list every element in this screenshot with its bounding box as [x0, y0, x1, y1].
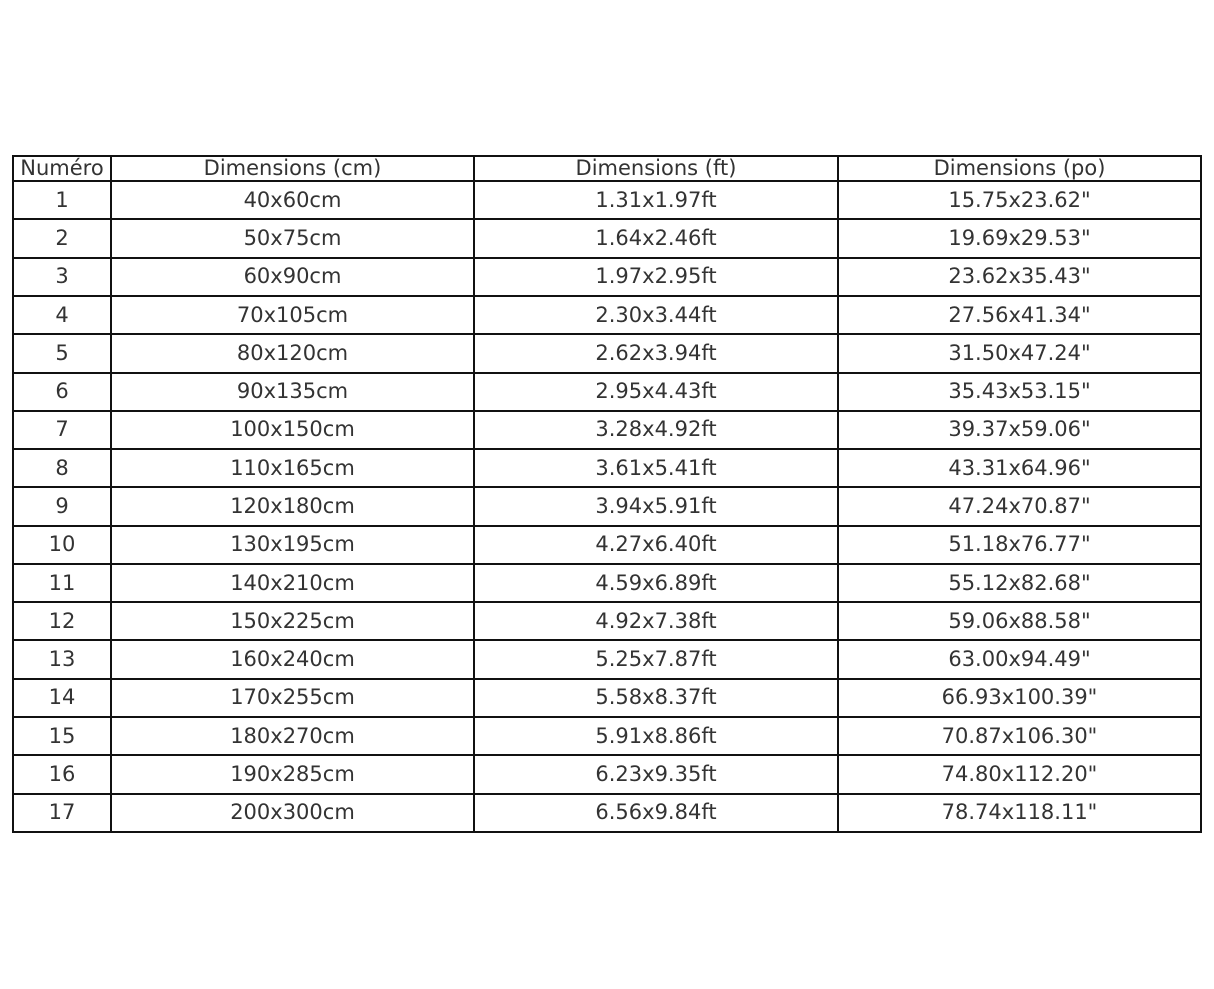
table-row: 14 170x255cm 5.58x8.37ft 66.93x100.39": [12, 677, 1202, 719]
table-row: 4 70x105cm 2.30x3.44ft 27.56x41.34": [12, 294, 1202, 336]
table-row: 1 40x60cm 1.31x1.97ft 15.75x23.62": [12, 180, 1202, 221]
table-cell: 6: [12, 371, 112, 412]
table-row: 16 190x285cm 6.23x9.35ft 74.80x112.20": [12, 754, 1202, 795]
table-row: 6 90x135cm 2.95x4.43ft 35.43x53.15": [12, 371, 1202, 412]
table-cell: 180x270cm: [110, 716, 475, 757]
table-cell: 80x120cm: [110, 333, 475, 374]
header-dimensions-po: Dimensions (po): [837, 154, 1202, 183]
table-cell: 70.87x106.30": [837, 716, 1202, 757]
table-cell: 27.56x41.34": [837, 294, 1202, 336]
table-cell: 43.31x64.96": [837, 448, 1202, 489]
table-cell: 50x75cm: [110, 218, 475, 259]
table-row: 3 60x90cm 1.97x2.95ft 23.62x35.43": [12, 256, 1202, 297]
header-dimensions-ft: Dimensions (ft): [473, 154, 839, 183]
table-body: 1 40x60cm 1.31x1.97ft 15.75x23.62" 2 50x75cm 1…: [12, 180, 1202, 834]
table-row: 11 140x210cm 4.59x6.89ft 55.12x82.68": [12, 562, 1202, 604]
table-row: 15 180x270cm 5.91x8.86ft 70.87x106.30": [12, 716, 1202, 757]
table-cell: 13: [12, 639, 112, 680]
table-cell: 3.28x4.92ft: [473, 409, 839, 451]
table-cell: 60x90cm: [110, 256, 475, 297]
table-cell: 100x150cm: [110, 409, 475, 451]
table-row: 12 150x225cm 4.92x7.38ft 59.06x88.58": [12, 601, 1202, 642]
table-cell: 2: [12, 218, 112, 259]
table-cell: 200x300cm: [110, 792, 475, 834]
table-cell: 7: [12, 409, 112, 451]
table-row: 2 50x75cm 1.64x2.46ft 19.69x29.53": [12, 218, 1202, 259]
table-cell: 190x285cm: [110, 754, 475, 795]
table-cell: 47.24x70.87": [837, 486, 1202, 527]
table-cell: 78.74x118.11": [837, 792, 1202, 834]
table-cell: 35.43x53.15": [837, 371, 1202, 412]
table-cell: 170x255cm: [110, 677, 475, 719]
table-cell: 10: [12, 524, 112, 565]
table-row: 17 200x300cm 6.56x9.84ft 78.74x118.11": [12, 792, 1202, 834]
table-cell: 59.06x88.58": [837, 601, 1202, 642]
table-cell: 110x165cm: [110, 448, 475, 489]
table-cell: 160x240cm: [110, 639, 475, 680]
table-row: 7 100x150cm 3.28x4.92ft 39.37x59.06": [12, 409, 1202, 451]
table-cell: 3.94x5.91ft: [473, 486, 839, 527]
table-row: 9 120x180cm 3.94x5.91ft 47.24x70.87": [12, 486, 1202, 527]
table-cell: 5.58x8.37ft: [473, 677, 839, 719]
table-cell: 2.62x3.94ft: [473, 333, 839, 374]
table-cell: 1.64x2.46ft: [473, 218, 839, 259]
table-cell: 5.25x7.87ft: [473, 639, 839, 680]
table-cell: 74.80x112.20": [837, 754, 1202, 795]
table-cell: 130x195cm: [110, 524, 475, 565]
table-cell: 3.61x5.41ft: [473, 448, 839, 489]
table-cell: 6.23x9.35ft: [473, 754, 839, 795]
table-row: 13 160x240cm 5.25x7.87ft 63.00x94.49": [12, 639, 1202, 680]
header-numero: Numéro: [12, 154, 112, 183]
table-cell: 5: [12, 333, 112, 374]
table-cell: 1: [12, 180, 112, 221]
table-cell: 4.92x7.38ft: [473, 601, 839, 642]
table-cell: 2.30x3.44ft: [473, 294, 839, 336]
table-cell: 11: [12, 562, 112, 604]
table-cell: 39.37x59.06": [837, 409, 1202, 451]
table-cell: 4.59x6.89ft: [473, 562, 839, 604]
table-cell: 150x225cm: [110, 601, 475, 642]
table-cell: 17: [12, 792, 112, 834]
header-row: Numéro Dimensions (cm) Dimensions (ft) D…: [12, 154, 1202, 183]
table-cell: 15: [12, 716, 112, 757]
table-cell: 23.62x35.43": [837, 256, 1202, 297]
header-dimensions-cm: Dimensions (cm): [110, 154, 475, 183]
table-cell: 1.97x2.95ft: [473, 256, 839, 297]
table-cell: 31.50x47.24": [837, 333, 1202, 374]
table-cell: 5.91x8.86ft: [473, 716, 839, 757]
table-cell: 90x135cm: [110, 371, 475, 412]
table-cell: 55.12x82.68": [837, 562, 1202, 604]
table-cell: 19.69x29.53": [837, 218, 1202, 259]
table-cell: 140x210cm: [110, 562, 475, 604]
table-cell: 15.75x23.62": [837, 180, 1202, 221]
table-cell: 8: [12, 448, 112, 489]
table-row: 5 80x120cm 2.62x3.94ft 31.50x47.24": [12, 333, 1202, 374]
table-cell: 40x60cm: [110, 180, 475, 221]
table-cell: 16: [12, 754, 112, 795]
table-cell: 63.00x94.49": [837, 639, 1202, 680]
table-cell: 51.18x76.77": [837, 524, 1202, 565]
table-cell: 1.31x1.97ft: [473, 180, 839, 221]
table-cell: 70x105cm: [110, 294, 475, 336]
table-cell: 120x180cm: [110, 486, 475, 527]
table-cell: 12: [12, 601, 112, 642]
table-cell: 4.27x6.40ft: [473, 524, 839, 565]
table-cell: 3: [12, 256, 112, 297]
table-cell: 14: [12, 677, 112, 719]
table-row: 10 130x195cm 4.27x6.40ft 51.18x76.77": [12, 524, 1202, 565]
table-row: 8 110x165cm 3.61x5.41ft 43.31x64.96": [12, 448, 1202, 489]
table-cell: 6.56x9.84ft: [473, 792, 839, 834]
table-cell: 4: [12, 294, 112, 336]
size-conversion-table: Numéro Dimensions (cm) Dimensions (ft) D…: [12, 154, 1202, 834]
table-cell: 9: [12, 486, 112, 527]
table-cell: 2.95x4.43ft: [473, 371, 839, 412]
table-cell: 66.93x100.39": [837, 677, 1202, 719]
